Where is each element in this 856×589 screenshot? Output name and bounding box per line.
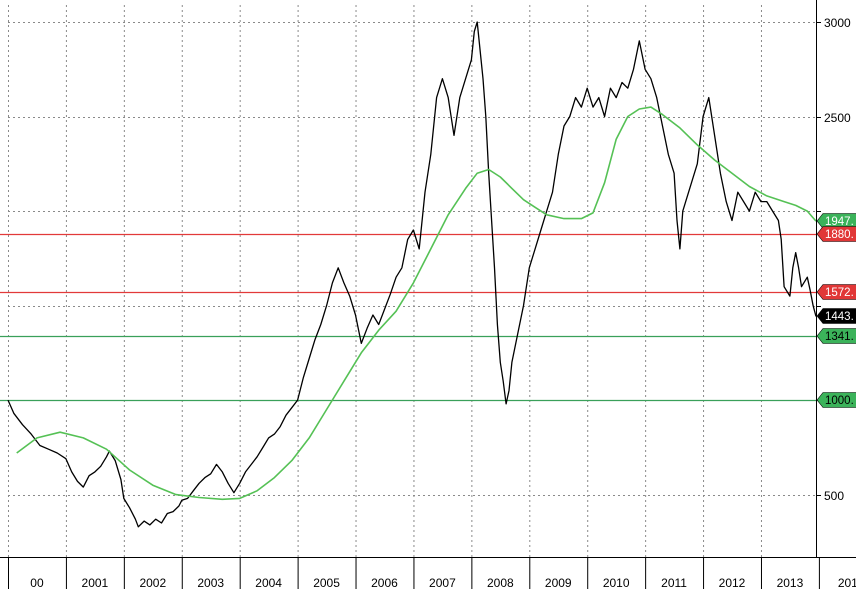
value-tag-label-4: 1341. xyxy=(825,331,854,343)
last-value-tags: 1947.1880. 1572. 1443. 1341. 1000. xyxy=(816,213,856,408)
value-tag-4 xyxy=(816,328,856,344)
x-tick-label-12: 2012 xyxy=(719,576,746,589)
value-tag-label-3: 1443. xyxy=(825,311,854,323)
value-tag-0 xyxy=(816,213,856,229)
y-tick-label-0: 500 xyxy=(824,489,844,503)
x-tick-label-2: 2002 xyxy=(139,576,166,589)
x-tick-label-13: 2013 xyxy=(777,576,804,589)
grid-lines xyxy=(8,5,816,557)
x-tick-label-0: 00 xyxy=(30,576,44,589)
axes xyxy=(0,0,856,558)
x-tick-label-8: 2008 xyxy=(487,576,514,589)
y-tick-label-5: 3000 xyxy=(824,16,851,30)
x-tick-label-1: 2001 xyxy=(82,576,109,589)
value-tag-label-1: 1880. xyxy=(825,229,854,241)
x-tick-label-6: 2006 xyxy=(371,576,398,589)
x-tick-label-3: 2003 xyxy=(197,576,224,589)
x-tick-label-9: 2009 xyxy=(545,576,572,589)
value-tag-label-2: 1572. xyxy=(825,287,854,299)
x-tick-label-4: 2004 xyxy=(255,576,282,589)
value-tag-5 xyxy=(816,392,856,408)
value-tag-2 xyxy=(816,284,856,300)
series-lines xyxy=(7,21,817,528)
value-tag-label-0: 1947. xyxy=(825,216,854,228)
value-tag-3 xyxy=(816,308,856,324)
x-tick-label-14: 201 xyxy=(838,576,856,589)
x-tick-label-7: 2007 xyxy=(429,576,456,589)
series-line-1 xyxy=(16,106,817,501)
x-axis-ticks: 00 2001 2002 2003 2004 2005 2006 2007 2008 2009 20… xyxy=(8,557,856,589)
y-tick-label-4: 2500 xyxy=(824,111,851,125)
x-tick-label-11: 2011 xyxy=(661,576,687,589)
x-tick-label-5: 2005 xyxy=(313,576,340,589)
series-line-0 xyxy=(7,21,817,528)
y-axis-ticks: 500 2500 3000 xyxy=(816,16,851,503)
value-tag-1 xyxy=(816,226,856,242)
x-tick-label-10: 2010 xyxy=(603,576,630,589)
value-tag-label-5: 1000. xyxy=(825,395,854,407)
